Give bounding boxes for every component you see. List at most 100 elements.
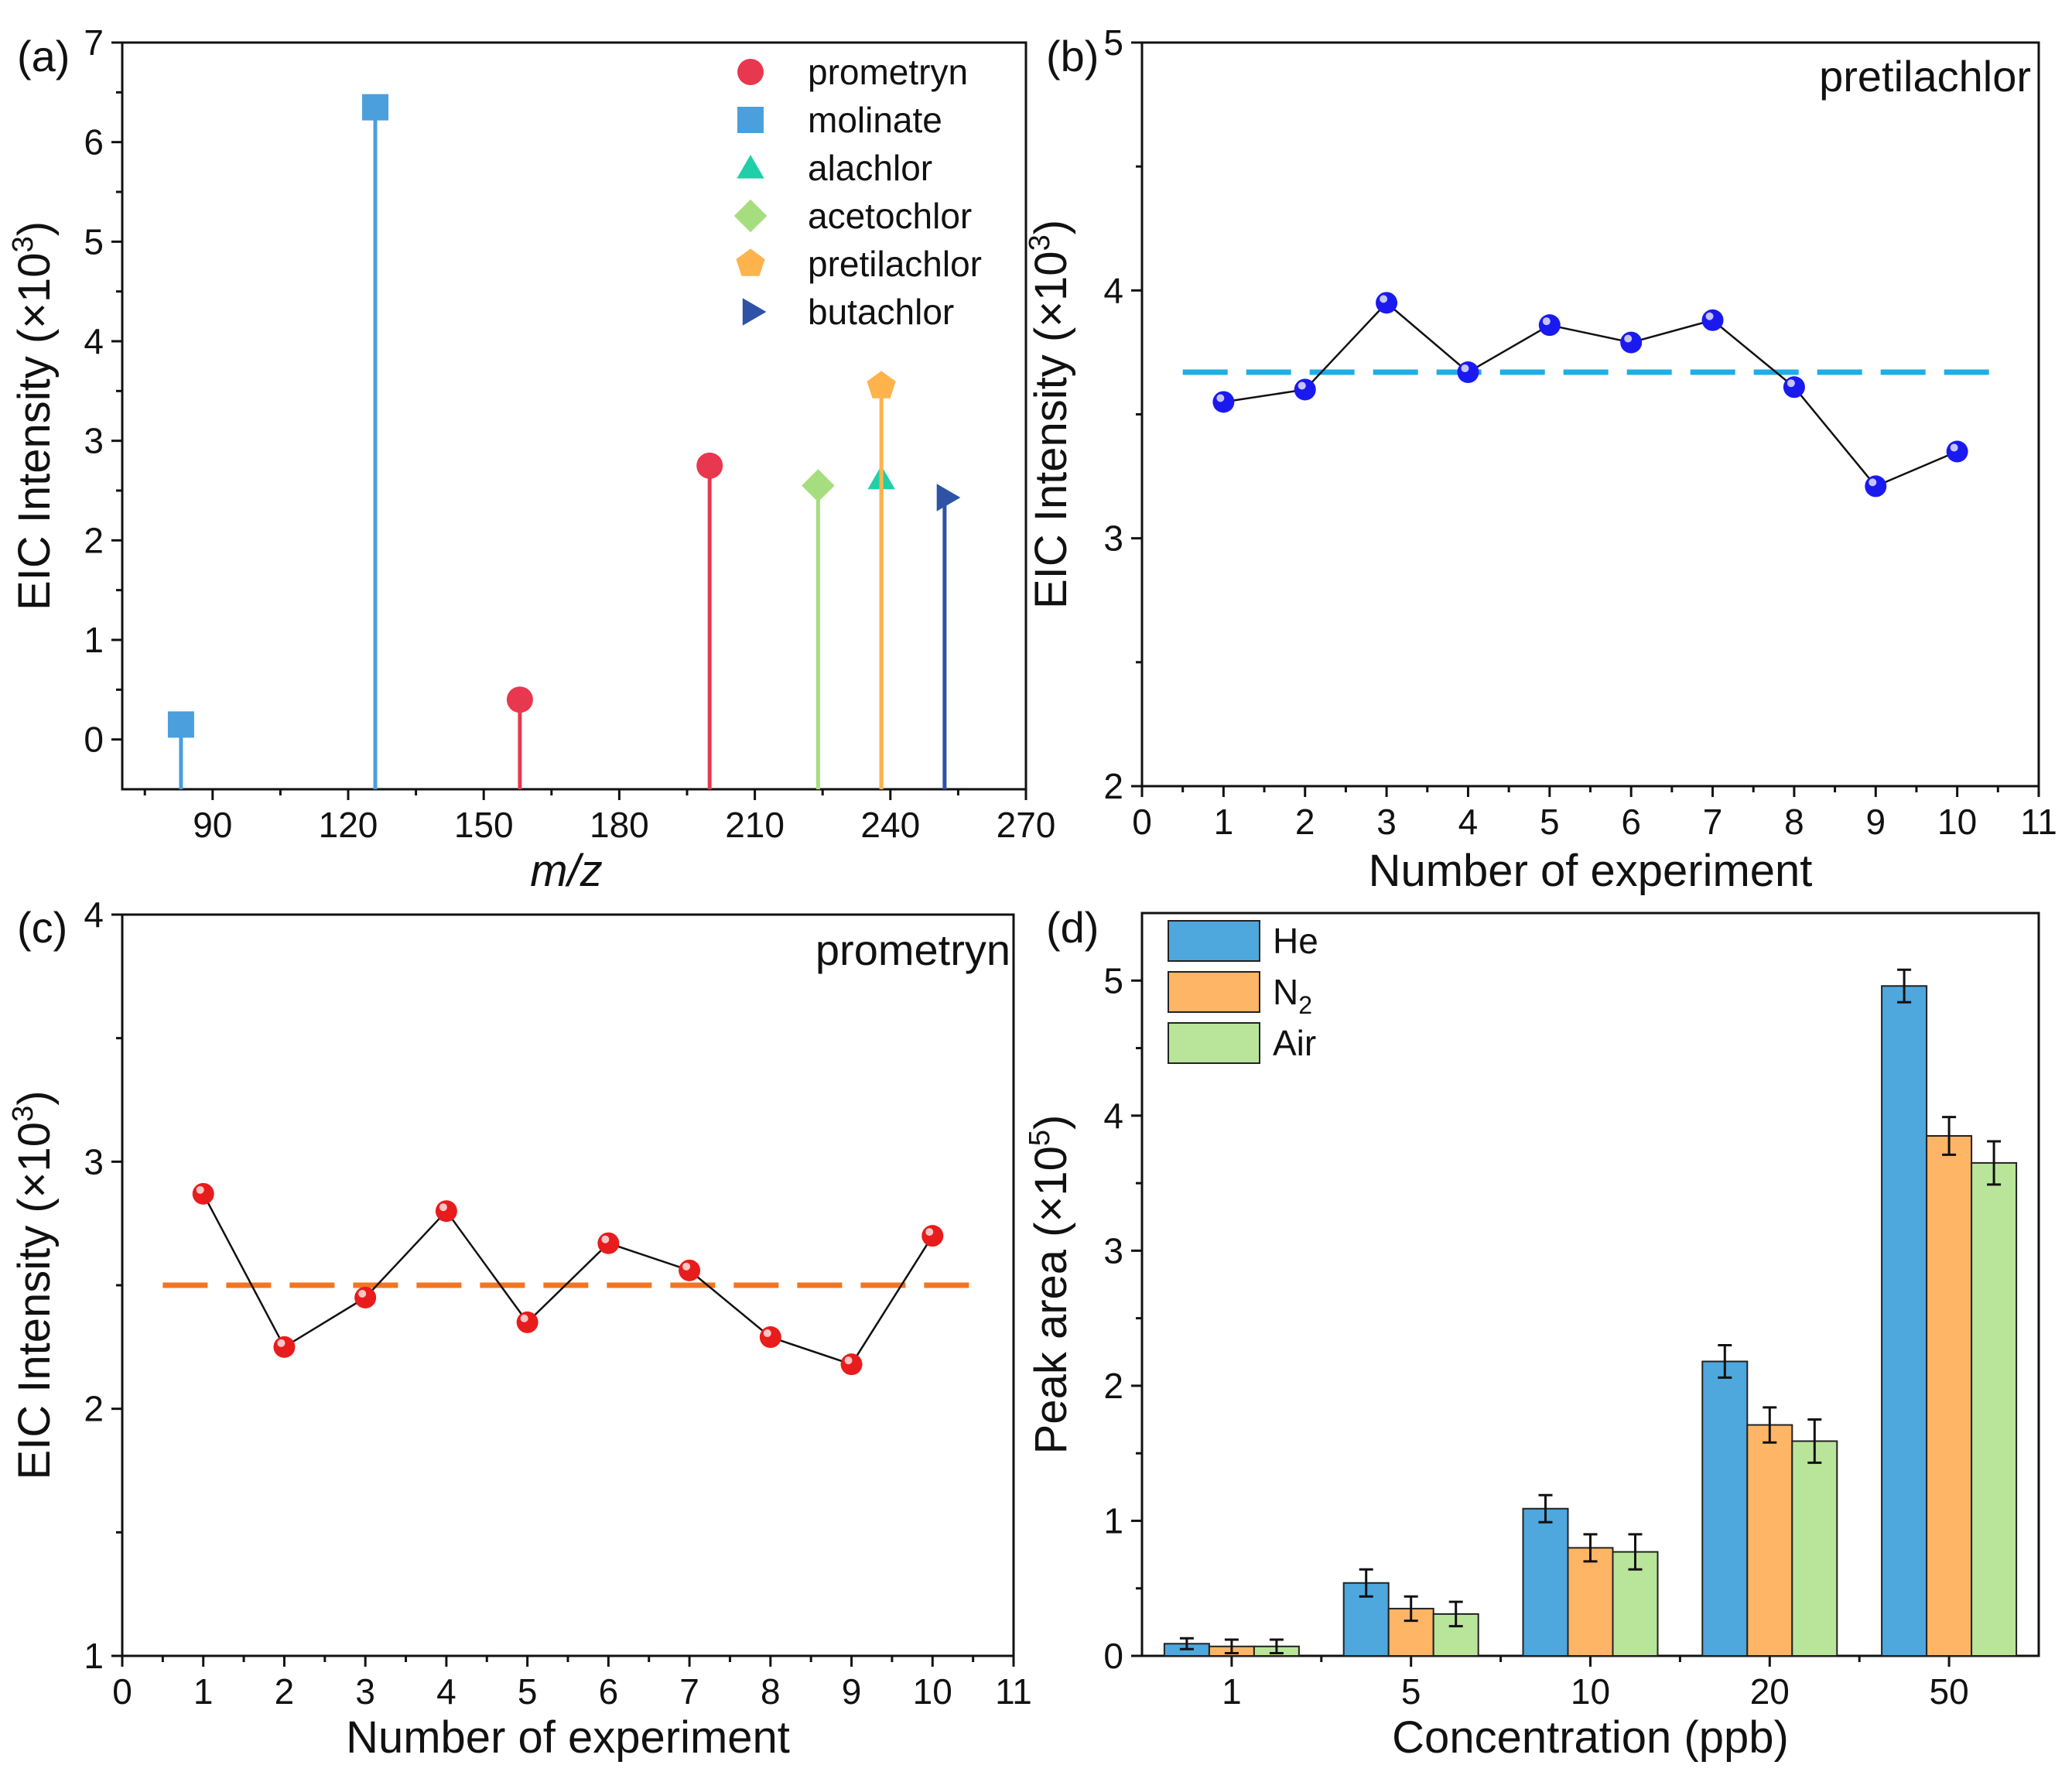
x-tick-label: 11 xyxy=(995,1671,1032,1712)
bar-Air xyxy=(1791,1440,1838,1657)
x-tick-label: 10 xyxy=(1571,1671,1610,1712)
y-tick-label: 3 xyxy=(84,421,104,461)
marker-acetochlor xyxy=(802,469,835,502)
data-point xyxy=(354,1286,377,1308)
x-tick-label: 8 xyxy=(761,1671,781,1712)
data-point-highlight xyxy=(277,1339,285,1347)
y-tick-label: 3 xyxy=(1103,1230,1123,1271)
data-point-highlight xyxy=(1461,364,1469,373)
bar-N xyxy=(1746,1424,1793,1657)
x-axis-label: Number of experiment xyxy=(346,1712,790,1763)
x-tick-label: 9 xyxy=(842,1671,862,1712)
data-point-highlight xyxy=(358,1289,367,1298)
y-tick-label: 2 xyxy=(1103,766,1123,806)
data-point xyxy=(759,1326,781,1349)
x-tick-label: 8 xyxy=(1784,802,1804,842)
marker-prometryn xyxy=(696,452,723,479)
x-tick-label: 10 xyxy=(1937,802,1977,842)
y-tick-label: 4 xyxy=(84,894,104,935)
bar-He xyxy=(1522,1507,1569,1657)
panel-label-d: (d) xyxy=(1046,903,1099,952)
data-point-highlight xyxy=(1216,394,1225,402)
x-tick-label: 7 xyxy=(679,1671,699,1712)
y-tick-label: 2 xyxy=(84,520,104,560)
y-axis-label: Peak area (×105) xyxy=(1024,1115,1076,1455)
data-point xyxy=(1946,440,1968,463)
data-point xyxy=(273,1336,296,1358)
legend-label-butachlor: butachlor xyxy=(808,292,954,332)
legend-marker-pretilachlor xyxy=(736,248,765,276)
y-tick-label: 6 xyxy=(84,122,104,162)
y-tick-label: 1 xyxy=(84,1636,104,1676)
data-point xyxy=(921,1225,944,1247)
x-tick-label: 2 xyxy=(275,1671,295,1712)
bar-He xyxy=(1701,1360,1749,1657)
x-tick-label: 1 xyxy=(1214,802,1234,842)
legend-label-N: N2 xyxy=(1273,972,1312,1019)
y-tick-label: 2 xyxy=(1103,1366,1123,1406)
y-axis-label: EIC Intensity (×103) xyxy=(7,1090,60,1479)
y-tick-label: 2 xyxy=(84,1389,104,1429)
legend-label-pretilachlor: pretilachlor xyxy=(808,244,982,284)
data-point-highlight xyxy=(1380,295,1388,303)
data-point-highlight xyxy=(520,1314,528,1322)
x-tick-label: 0 xyxy=(112,1671,132,1712)
x-tick-label: 3 xyxy=(355,1671,375,1712)
panel-b-compound-label: pretilachlor xyxy=(1819,52,2031,101)
marker-molinate xyxy=(167,711,194,738)
x-tick-label: 5 xyxy=(518,1671,538,1712)
x-tick-label: 5 xyxy=(1540,802,1560,842)
data-point xyxy=(1865,475,1887,498)
data-point-highlight xyxy=(1787,379,1795,388)
bar-He xyxy=(1881,985,1928,1657)
y-tick-label: 5 xyxy=(1103,960,1123,1000)
data-point xyxy=(679,1259,701,1281)
y-tick-label: 4 xyxy=(84,321,104,361)
data-point xyxy=(1783,376,1805,398)
legend-label-Air: Air xyxy=(1273,1023,1316,1063)
x-tick-label: 11 xyxy=(2020,802,2057,842)
x-tick-label: 20 xyxy=(1750,1671,1790,1712)
x-tick-label: 6 xyxy=(1621,802,1641,842)
x-tick-label: 4 xyxy=(1458,802,1479,842)
x-tick-label: 1 xyxy=(1222,1671,1242,1712)
x-tick-label: 120 xyxy=(319,805,378,845)
bar-N xyxy=(1567,1547,1614,1657)
x-tick-label: 270 xyxy=(997,805,1056,845)
legend-swatch-He xyxy=(1168,920,1260,962)
data-point xyxy=(1701,309,1724,331)
data-point xyxy=(516,1311,539,1333)
y-tick-label: 4 xyxy=(1103,270,1123,310)
y-axis-label: EIC Intensity (×103) xyxy=(7,221,60,611)
x-tick-label: 210 xyxy=(725,805,785,845)
data-point-highlight xyxy=(1542,317,1551,326)
y-tick-label: 1 xyxy=(84,620,104,660)
x-axis-label: Concentration (ppb) xyxy=(1392,1712,1789,1763)
panel-label-a: (a) xyxy=(17,32,70,80)
y-tick-label: 5 xyxy=(84,221,104,262)
marker-prometryn xyxy=(506,686,533,713)
y-tick-label: 5 xyxy=(1103,22,1123,63)
data-point-highlight xyxy=(1869,478,1877,487)
data-point xyxy=(1376,292,1398,314)
x-tick-label: 5 xyxy=(1401,1671,1421,1712)
legend-swatch-Air xyxy=(1168,1022,1260,1064)
x-tick-label: 1 xyxy=(193,1671,214,1712)
data-point-highlight xyxy=(763,1329,771,1338)
data-point xyxy=(1212,391,1235,413)
y-tick-label: 3 xyxy=(84,1141,104,1182)
legend-label-acetochlor: acetochlor xyxy=(808,196,972,236)
legend-marker-alachlor xyxy=(737,155,764,179)
data-point xyxy=(840,1353,863,1376)
legend-marker-butachlor xyxy=(742,298,767,326)
data-point-highlight xyxy=(196,1185,204,1194)
panel-c-compound-label: prometryn xyxy=(815,925,1010,974)
legend-marker-prometryn xyxy=(737,59,764,85)
panel-a-frame xyxy=(121,41,1027,791)
x-tick-label: 90 xyxy=(193,805,232,845)
legend-marker-acetochlor xyxy=(733,199,768,233)
data-point-highlight xyxy=(1705,312,1714,320)
